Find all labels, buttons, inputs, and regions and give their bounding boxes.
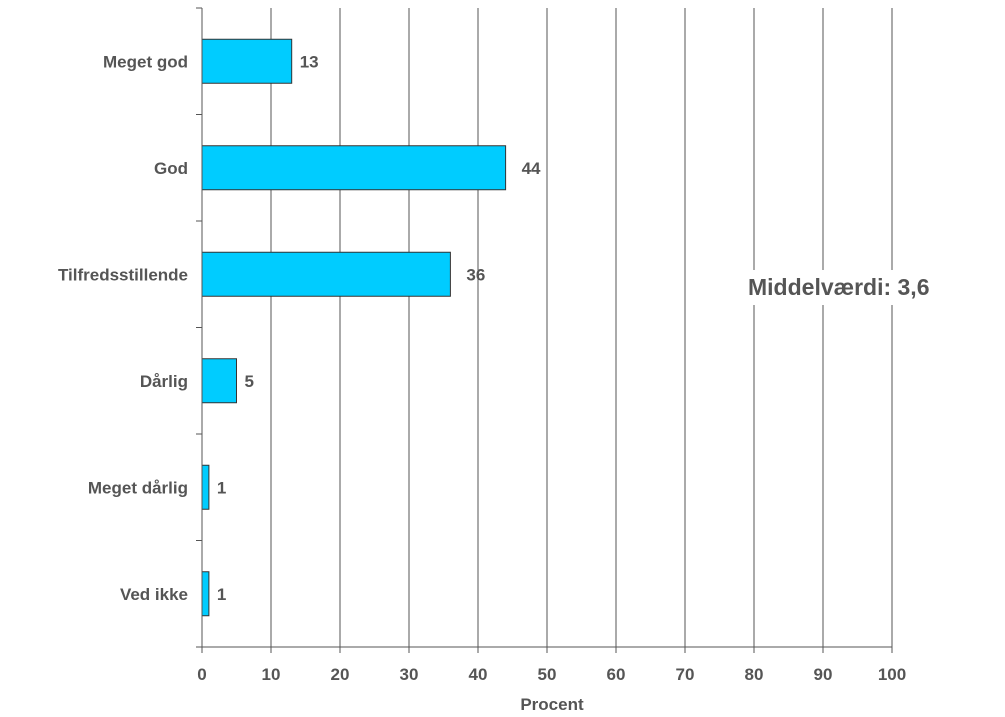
- bar-god: [201, 145, 507, 191]
- data-label: 44: [522, 159, 541, 178]
- x-tick-label-50: 50: [538, 665, 557, 684]
- x-tick-label-40: 40: [469, 665, 488, 684]
- category-label: Meget god: [103, 52, 188, 71]
- x-tick-label-80: 80: [745, 665, 764, 684]
- bar-meget-god: [201, 38, 293, 84]
- category-label: God: [154, 159, 188, 178]
- x-tick-label-10: 10: [262, 665, 281, 684]
- bar-tilfredsstillende: [201, 251, 451, 297]
- x-tick-label-100: 100: [878, 665, 906, 684]
- data-label: 13: [300, 52, 319, 71]
- category-label: Dårlig: [140, 372, 188, 391]
- x-tick-label-20: 20: [331, 665, 350, 684]
- axes: [196, 7, 893, 653]
- bar-ved-ikke: [201, 571, 210, 617]
- labels: 0 10 20 30 40 50 60 70 80 90 100 Meget god 13 God 44 Ti…: [58, 52, 906, 684]
- bars: [201, 38, 507, 617]
- mean-value-annotation: Middelværdi: 3,6: [738, 270, 940, 305]
- x-tick-label-90: 90: [814, 665, 833, 684]
- data-label: 1: [217, 585, 226, 604]
- bar-meget-dårlig: [201, 464, 210, 510]
- x-tick-label-30: 30: [400, 665, 419, 684]
- data-label: 5: [245, 372, 254, 391]
- category-label: Tilfredsstillende: [58, 265, 188, 284]
- x-tick-label-60: 60: [607, 665, 626, 684]
- category-label: Ved ikke: [120, 585, 188, 604]
- data-label: 1: [217, 478, 226, 497]
- x-tick-label-70: 70: [676, 665, 695, 684]
- gridlines: [270, 8, 893, 647]
- category-label: Meget dårlig: [88, 478, 188, 497]
- x-tick-label-0: 0: [197, 665, 206, 684]
- bar-dårlig: [201, 358, 237, 404]
- x-axis-title: Procent: [520, 695, 584, 714]
- data-label: 36: [466, 265, 485, 284]
